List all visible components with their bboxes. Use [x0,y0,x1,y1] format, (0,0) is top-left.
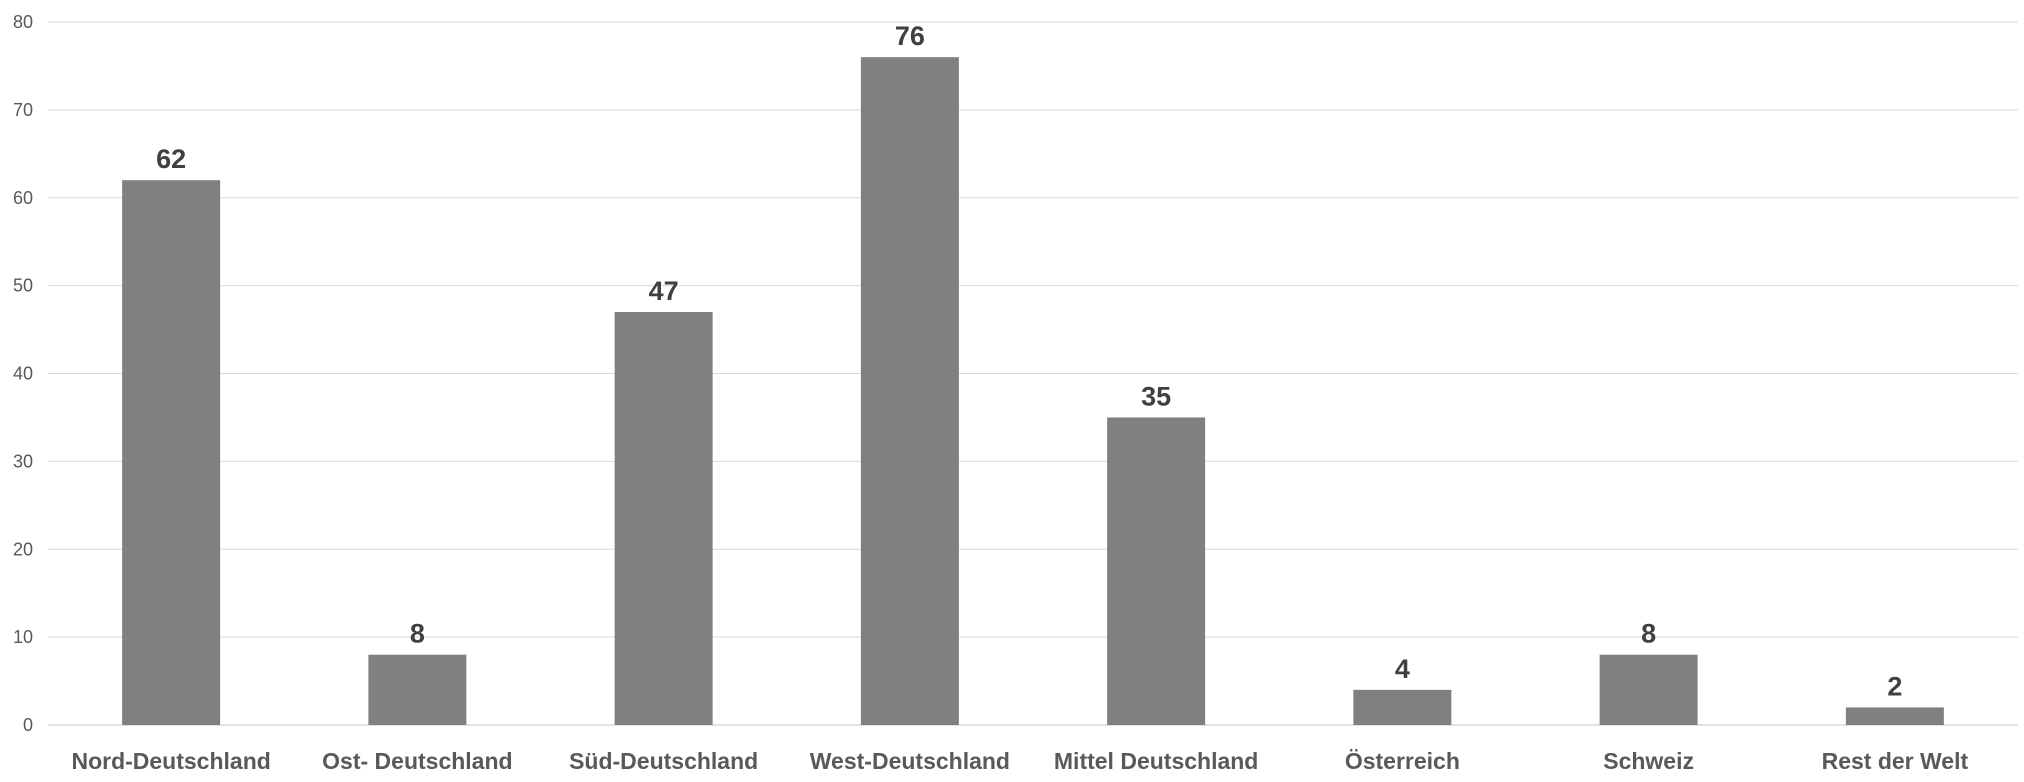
y-tick-label: 20 [13,539,33,559]
gridlines [48,21,2018,726]
data-label: 47 [649,276,679,306]
y-tick-label: 50 [13,276,33,296]
bar [1599,654,1698,725]
bar [368,654,467,725]
category-label: Mittel Deutschland [1054,748,1258,774]
bar [122,180,221,726]
category-label: Ost- Deutschland [322,748,512,774]
data-label: 76 [895,21,925,51]
category-label: Rest der Welt [1822,748,1969,774]
data-label: 62 [156,144,186,174]
bar [860,57,959,725]
y-tick-label: 10 [13,627,33,647]
bar [1845,707,1944,725]
y-tick-label: 40 [13,364,33,384]
bar [1353,689,1452,725]
y-tick-label: 60 [13,188,33,208]
category-label: Österreich [1345,748,1460,774]
bar [1107,417,1206,725]
y-tick-label: 30 [13,451,33,471]
data-labels: 62 8 47 76 35 4 8 2 [156,21,1902,701]
category-label: Süd-Deutschland [569,748,758,774]
bars [122,57,1944,726]
category-label: West-Deutschland [810,748,1010,774]
data-label: 35 [1141,381,1171,411]
category-label: Nord-Deutschland [71,748,270,774]
data-label: 2 [1887,671,1902,701]
data-label: 8 [1641,619,1656,649]
y-axis-tick-labels: 0 10 20 30 40 50 60 70 80 [13,12,33,735]
data-label: 8 [410,619,425,649]
data-label: 4 [1395,654,1410,684]
category-label: Schweiz [1603,748,1694,774]
bar [614,311,713,725]
y-tick-label: 0 [23,715,33,735]
x-axis-category-labels: Nord-Deutschland Ost- Deutschland Süd-Deut… [71,748,1968,774]
y-tick-label: 70 [13,100,33,120]
y-tick-label: 80 [13,12,33,32]
